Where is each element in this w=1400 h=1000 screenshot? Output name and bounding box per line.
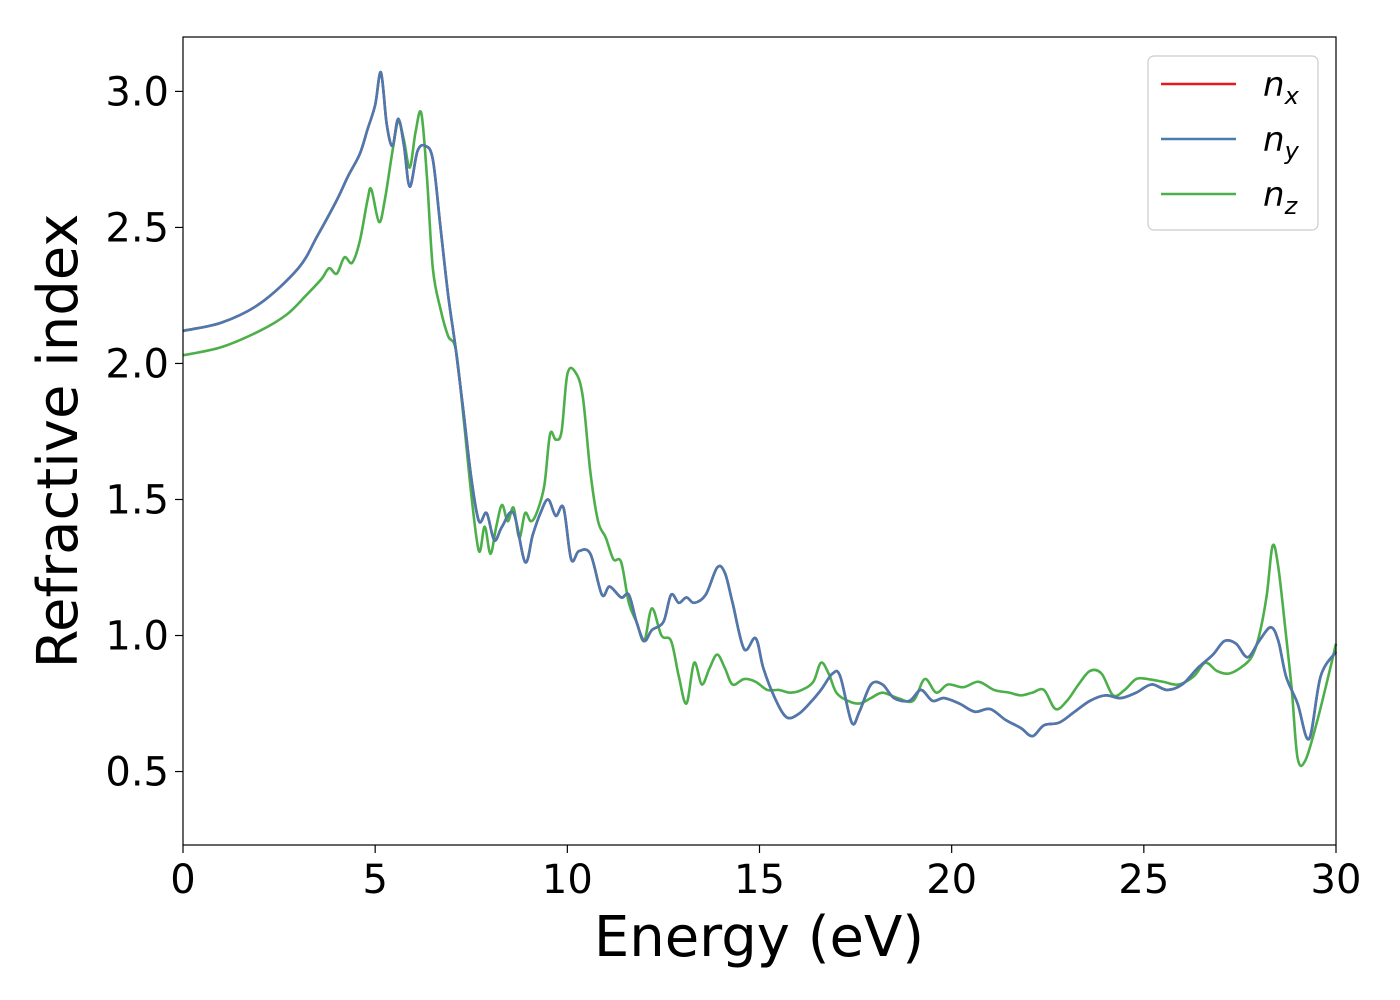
y-tick-label: 3.0 [105, 69, 169, 115]
x-tick-label: 0 [170, 857, 195, 903]
y-tick-label: 0.5 [105, 750, 169, 796]
legend-box [1147, 55, 1319, 231]
y-tick-label: 1.5 [105, 477, 169, 523]
x-tick-label: 25 [1118, 857, 1169, 903]
y-axis-ticks: 0.5 1.0 1.5 2.0 2.5 3.0 [105, 69, 183, 796]
x-tick-label: 30 [1311, 857, 1362, 903]
x-tick-label: 5 [362, 857, 387, 903]
plot-lines [182, 71, 1338, 768]
x-tick-label: 15 [734, 857, 785, 903]
x-axis-title: Energy (eV) [594, 905, 924, 970]
y-axis-title: Refractive index [26, 214, 91, 669]
series-line-n_y [182, 71, 1338, 741]
y-tick-label: 1.0 [105, 614, 169, 660]
series-line-n_z [182, 110, 1338, 768]
x-tick-label: 20 [926, 857, 977, 903]
x-axis-ticks: 0 5 10 15 20 25 30 [170, 845, 1361, 903]
y-tick-label: 2.5 [105, 205, 169, 251]
y-tick-label: 2.0 [105, 341, 169, 387]
x-tick-label: 10 [542, 857, 593, 903]
